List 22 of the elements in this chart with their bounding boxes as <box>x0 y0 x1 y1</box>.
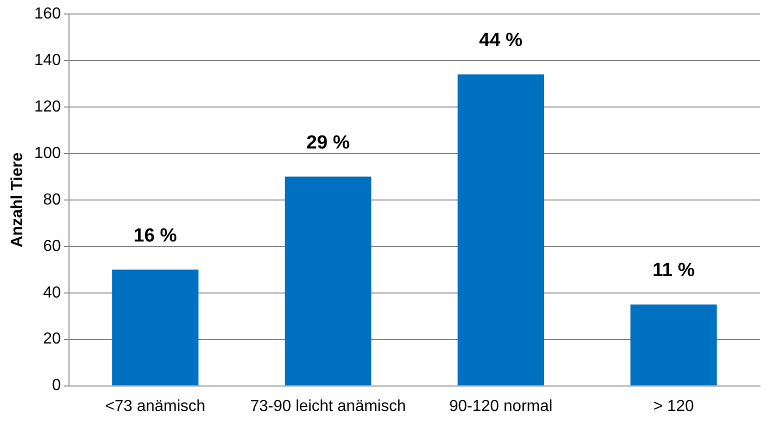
bar <box>112 270 198 386</box>
y-axis-title: Anzahl Tiere <box>9 152 26 248</box>
x-tick-label: 73-90 leicht anämisch <box>250 398 406 415</box>
y-tick-label: 0 <box>52 377 61 394</box>
y-tick-label: 100 <box>34 144 61 162</box>
annotation: 16 % <box>134 225 178 246</box>
annotation: 11 % <box>652 260 695 282</box>
y-tick-label: 40 <box>43 284 61 302</box>
x-tick-label: > 120 <box>653 398 694 415</box>
y-tick-label: 60 <box>43 238 61 255</box>
bar <box>630 304 717 386</box>
x-tick-label: 90-120 normal <box>449 398 552 415</box>
annotation: 44 % <box>479 30 523 52</box>
bar <box>284 176 372 386</box>
x-tick-label: <73 anämisch <box>105 398 206 415</box>
y-tick-label: 80 <box>43 191 61 208</box>
annotation: 29 % <box>306 132 350 154</box>
y-tick-label: 120 <box>34 98 61 116</box>
y-tick-label: 20 <box>43 330 61 348</box>
bar <box>458 74 544 386</box>
y-tick-label: 140 <box>34 52 61 69</box>
y-tick-label: 160 <box>34 5 61 22</box>
